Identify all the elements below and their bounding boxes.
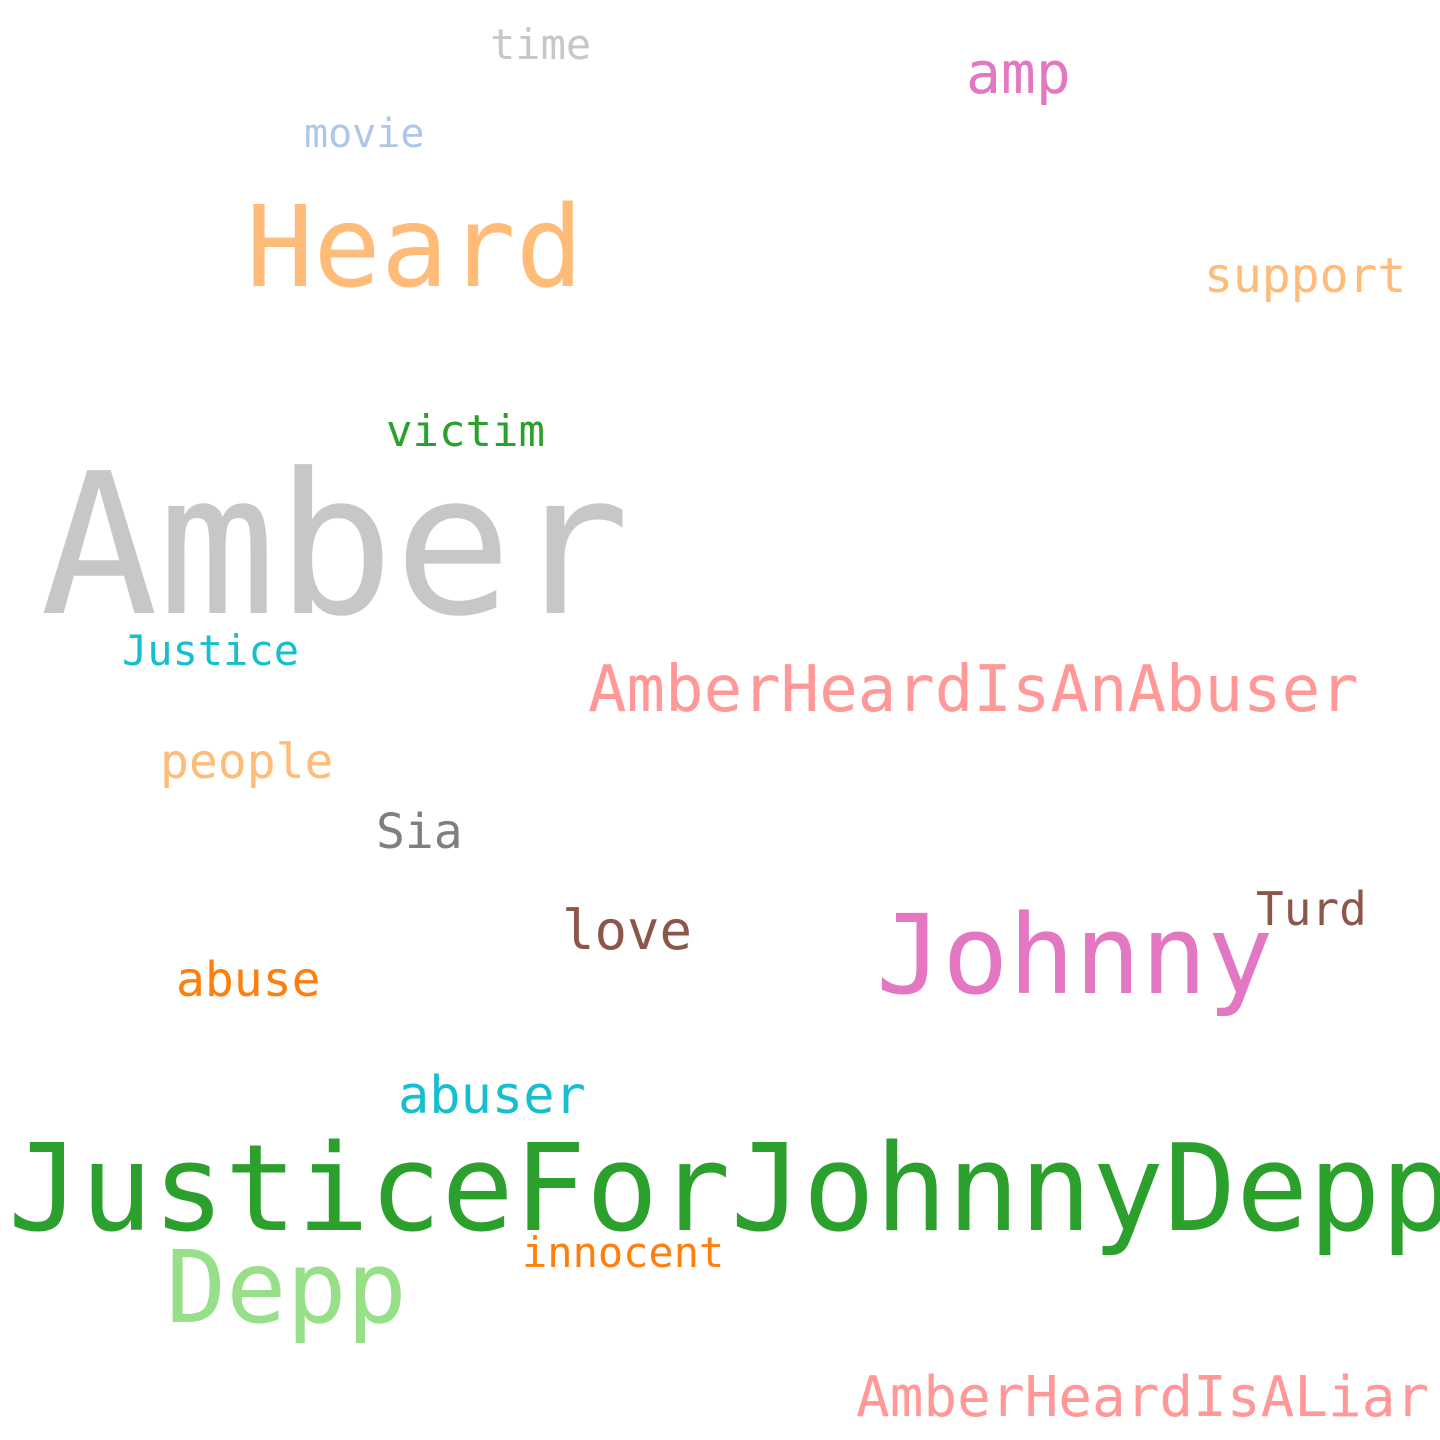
word-depp: Depp xyxy=(166,1229,407,1346)
word-justice: Justice xyxy=(122,626,300,675)
word-heard: Heard xyxy=(246,183,584,313)
word-justicefor-johnny-depp: JusticeForJohnnyDepp xyxy=(8,1120,1440,1259)
word-turd: Turd xyxy=(1256,882,1367,936)
word-people: people xyxy=(160,734,334,790)
word-sia: Sia xyxy=(376,804,463,860)
word-time: time xyxy=(490,20,592,69)
word-amp: amp xyxy=(966,39,1071,107)
word-abuse: abuse xyxy=(176,952,321,1008)
word-support: support xyxy=(1204,248,1407,304)
word-love: love xyxy=(562,899,693,962)
word-amber: Amber xyxy=(40,432,631,660)
word-movie: movie xyxy=(304,111,425,157)
word-amber-heard-is-a-liar: AmberHeardIsALiar xyxy=(856,1365,1430,1430)
word-innocent: innocent xyxy=(522,1228,725,1277)
word-johnny: Johnny xyxy=(876,891,1274,1019)
word-amber-heard-is-an-abuser: AmberHeardIsAnAbuser xyxy=(588,653,1359,727)
word-victim: victim xyxy=(386,406,545,457)
word-abuser: abuser xyxy=(398,1066,586,1126)
